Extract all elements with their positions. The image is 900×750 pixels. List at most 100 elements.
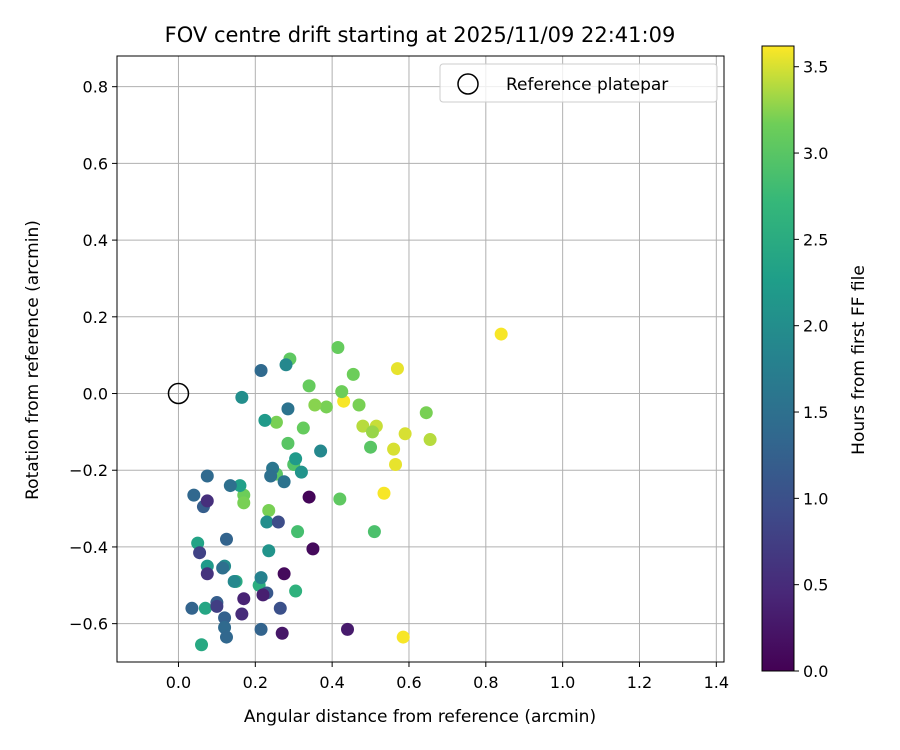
scatter-point (341, 622, 355, 636)
scatter-point (200, 567, 214, 581)
colorbar-label: Hours from first FF file (849, 265, 869, 455)
scatter-point (193, 546, 207, 560)
scatter-point (364, 440, 378, 454)
colorbar-tick-label: 1.5 (803, 403, 828, 422)
scatter-point (335, 385, 349, 399)
x-tick-label: 0.4 (319, 673, 344, 692)
colorbar: 0.0 0.5 1.0 1.5 2.0 2.5 3.0 3.5 Hours from firs… (761, 45, 869, 681)
scatter-point (185, 601, 199, 615)
legend-box (439, 63, 718, 103)
scatter-point (254, 622, 268, 636)
y-tick-label: 0.6 (83, 154, 108, 173)
x-tick-label: 1.0 (550, 673, 575, 692)
scatter-point (275, 626, 289, 640)
scatter-point (256, 588, 270, 602)
scatter-point (289, 584, 303, 598)
y-tick-label: −0.4 (69, 538, 108, 557)
y-tick-label: 0.4 (83, 231, 108, 250)
scatter-point (367, 525, 381, 539)
scatter-point (237, 592, 251, 606)
colorbar-tick-label: 0.0 (803, 662, 828, 681)
scatter-point (319, 400, 333, 414)
x-tick-label: 0.2 (243, 673, 268, 692)
x-tick-label: 1.2 (627, 673, 652, 692)
scatter-point (306, 542, 320, 556)
scatter-point (219, 630, 233, 644)
scatter-point (233, 479, 247, 493)
colorbar-ticks: 0.0 0.5 1.0 1.5 2.0 2.5 3.0 3.5 (794, 58, 828, 681)
x-tick-label: 1.4 (704, 673, 729, 692)
y-tick-label: −0.2 (69, 461, 108, 480)
scatter-point (277, 567, 291, 581)
scatter-point (200, 469, 214, 483)
colorbar-tick-label: 0.5 (803, 576, 828, 595)
x-axis-label: Angular distance from reference (arcmin) (244, 707, 596, 727)
legend-label: Reference platepar (506, 75, 668, 95)
scatter-point (237, 496, 251, 510)
colorbar-tick-label: 2.0 (803, 317, 828, 336)
scatter-point (494, 327, 508, 341)
scatter-point (291, 525, 305, 539)
scatter-point (254, 364, 268, 378)
scatter-point (227, 574, 241, 588)
reference-platepar-marker (167, 382, 190, 405)
scatter-point (235, 390, 249, 404)
scatter-point (254, 571, 268, 585)
colorbar-gradient (761, 45, 795, 672)
scatter-point (198, 601, 212, 615)
scatter-point (281, 436, 295, 450)
legend-marker (457, 73, 479, 95)
scatter-point (271, 515, 285, 529)
scatter-point (223, 479, 237, 493)
scatter-point (277, 475, 291, 489)
colorbar-tick-label: 3.5 (803, 58, 828, 77)
scatter-point (387, 442, 401, 456)
scatter-point (262, 504, 276, 517)
scatter-point (331, 340, 345, 354)
scatter-point (262, 544, 276, 558)
scatter-point (423, 433, 437, 447)
scatter-point (294, 465, 308, 479)
y-tick-label: 0.0 (83, 385, 108, 404)
chart-title: FOV centre drift starting at 2025/11/09 … (165, 23, 676, 47)
scatter-point (200, 494, 214, 508)
y-axis-label: Rotation from reference (arcmin) (23, 220, 43, 500)
scatter-point (269, 415, 283, 429)
x-tick-label: 0.0 (166, 673, 191, 692)
x-tick-label: 0.8 (473, 673, 498, 692)
scatter-point (258, 413, 272, 427)
y-tick-label: −0.6 (69, 615, 108, 634)
scatter-point (390, 362, 404, 376)
y-tick-label: 0.2 (83, 308, 108, 327)
scatter-point (396, 630, 410, 644)
scatter-point (302, 490, 316, 504)
x-tick-label: 0.6 (396, 673, 421, 692)
scatter-point (216, 561, 230, 575)
scatter-point (218, 611, 232, 625)
legend: Reference platepar (439, 63, 718, 103)
scatter-points (185, 327, 508, 652)
scatter-point (273, 601, 287, 615)
plot-frame (116, 55, 725, 663)
scatter-point (419, 406, 433, 420)
scatter-point (377, 486, 391, 500)
scatter-point (333, 492, 347, 506)
scatter-point (279, 358, 293, 372)
scatter-point (219, 532, 233, 546)
scatter-point (308, 398, 322, 412)
scatter-point (356, 419, 370, 433)
scatter-point (302, 379, 316, 393)
grid-lines (117, 56, 724, 662)
scatter-point (260, 515, 274, 529)
scatter-point (314, 444, 328, 458)
scatter-point (398, 427, 412, 441)
y-axis-ticks: 0.8 0.6 0.4 0.2 0.0 −0.2 −0.4 −0.6 (69, 78, 117, 634)
scatter-point (235, 607, 249, 621)
scatter-point (264, 469, 278, 483)
colorbar-tick-label: 2.5 (803, 230, 828, 249)
scatter-point (281, 402, 295, 416)
scatter-point (195, 638, 209, 652)
scatter-point (296, 421, 310, 435)
scatter-point (365, 425, 379, 439)
